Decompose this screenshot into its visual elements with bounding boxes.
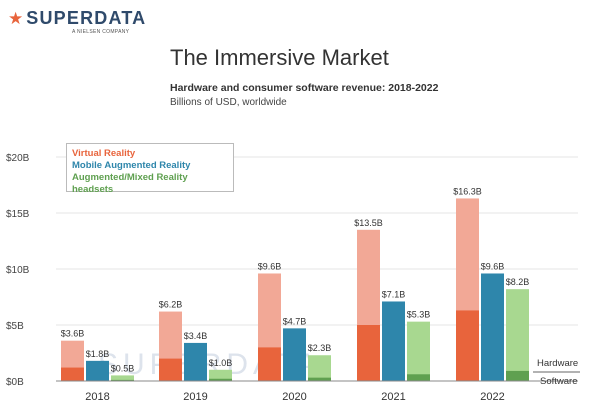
bar-ar-software <box>506 289 529 381</box>
bar-ar-hardware <box>506 370 529 381</box>
bar-ar-software <box>111 375 134 381</box>
bar-vr-hardware <box>258 347 281 381</box>
data-label: $13.5B <box>354 218 383 228</box>
data-label: $1.0B <box>209 358 233 368</box>
annotation-software: Software <box>540 376 578 387</box>
data-label: $8.2B <box>506 277 530 287</box>
chart-units: Billions of USD, worldwide <box>170 97 287 108</box>
bar-vr-hardware <box>61 367 84 381</box>
bar-ar-hardware <box>111 379 134 381</box>
data-label: $6.2B <box>159 300 183 310</box>
data-label: $4.7B <box>283 316 307 326</box>
data-label: $7.1B <box>382 289 406 299</box>
bar-mar-software <box>283 328 306 381</box>
x-tick-label: 2022 <box>480 391 504 403</box>
data-label: $3.4B <box>184 331 208 341</box>
bar-ar-hardware <box>209 378 232 381</box>
data-label: $2.3B <box>308 343 332 353</box>
chart-title: The Immersive Market <box>170 45 389 70</box>
brand-name: SUPERDATA <box>26 8 147 28</box>
data-label: $16.3B <box>453 186 482 196</box>
bar-ar-hardware <box>308 377 331 381</box>
bar-mar-software <box>184 342 207 381</box>
data-label: $0.5B <box>111 363 135 373</box>
bar-ar-hardware <box>407 374 430 381</box>
legend-item-mar: Mobile Augmented Reality <box>72 160 191 171</box>
data-label: $1.8B <box>86 349 110 359</box>
y-tick-label: $10B <box>6 265 30 276</box>
data-label: $9.6B <box>258 261 282 271</box>
bar-ar-software <box>308 355 331 381</box>
bar-ar-software <box>209 369 232 381</box>
y-tick-label: $0B <box>6 377 24 388</box>
data-label: $3.6B <box>61 329 85 339</box>
bar-mar-software <box>86 360 109 381</box>
bar-vr-hardware <box>159 358 182 381</box>
star-icon: ★ <box>8 8 24 28</box>
legend-item-ar: Augmented/Mixed Reality headsets <box>72 172 188 195</box>
bar-vr-hardware <box>357 325 380 381</box>
annotation-hardware: Hardware <box>537 358 578 369</box>
brand-logo: ★ SUPERDATA A NIELSEN COMPANY <box>8 8 146 35</box>
bar-ar-software <box>407 321 430 381</box>
chart-subtitle: Hardware and consumer software revenue: … <box>170 82 439 94</box>
x-tick-label: 2018 <box>85 391 109 403</box>
y-tick-label: $5B <box>6 321 24 332</box>
bar-vr-hardware <box>456 310 479 381</box>
x-tick-label: 2021 <box>381 391 405 403</box>
brand-tagline: A NIELSEN COMPANY <box>72 29 130 35</box>
legend-item-vr: Virtual Reality <box>72 148 136 159</box>
x-tick-label: 2020 <box>282 391 306 403</box>
y-tick-label: $15B <box>6 209 30 220</box>
data-label: $5.3B <box>407 310 431 320</box>
bar-mar-software <box>481 273 504 381</box>
bar-mar-software <box>382 301 405 381</box>
x-tick-label: 2019 <box>183 391 207 403</box>
chart-legend: Virtual Reality Mobile Augmented Reality… <box>66 143 234 195</box>
data-label: $9.6B <box>481 261 505 271</box>
y-tick-label: $20B <box>6 153 30 164</box>
